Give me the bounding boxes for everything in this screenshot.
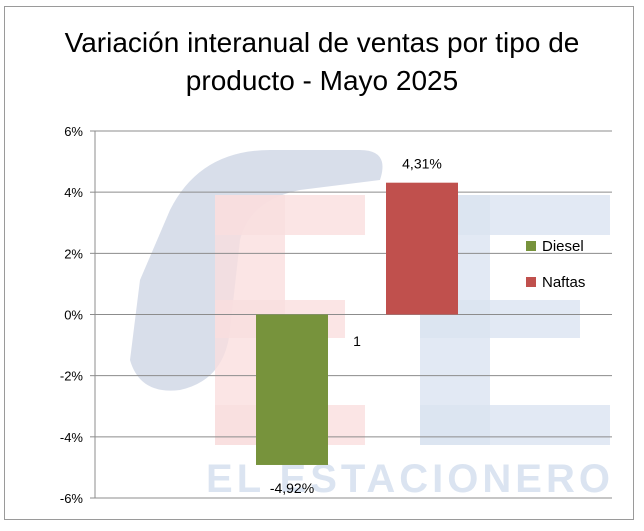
- legend-label-naftas: Naftas: [542, 274, 585, 291]
- data-label-naftas: 4,31%: [402, 156, 442, 172]
- y-tick-label: 6%: [64, 124, 83, 139]
- category-label: 1: [353, 333, 361, 349]
- y-tick-label: -6%: [60, 491, 84, 506]
- chart-title-line-1: Variación interanual de ventas por tipo …: [64, 27, 580, 58]
- legend-label-diesel: Diesel: [542, 238, 584, 255]
- y-tick-label: 0%: [64, 308, 83, 323]
- y-tick-label: -2%: [60, 369, 84, 384]
- chart-title-line-2: producto - Mayo 2025: [185, 65, 459, 96]
- legend-swatch-naftas: [526, 277, 536, 287]
- data-label-diesel: -4,92%: [270, 480, 314, 496]
- data-labels: -4,92% 4,31% 1: [270, 156, 442, 496]
- legend-swatch-diesel: [526, 241, 536, 251]
- legend: Diesel Naftas: [526, 238, 585, 291]
- y-tick-label: -4%: [60, 430, 84, 445]
- bars: [256, 182, 458, 465]
- y-tick-label: 4%: [64, 185, 83, 200]
- grid-lines: [95, 130, 612, 499]
- y-tick-label: 2%: [64, 246, 83, 261]
- bar-naftas: [386, 182, 458, 315]
- watermark-logo: EL ESTACIONERO: [130, 150, 610, 501]
- chart-title: Variación interanual de ventas por tipo …: [0, 24, 644, 100]
- y-axis: 6% 4% 2% 0% -2% -4% -6%: [60, 124, 96, 506]
- bar-diesel: [256, 314, 328, 465]
